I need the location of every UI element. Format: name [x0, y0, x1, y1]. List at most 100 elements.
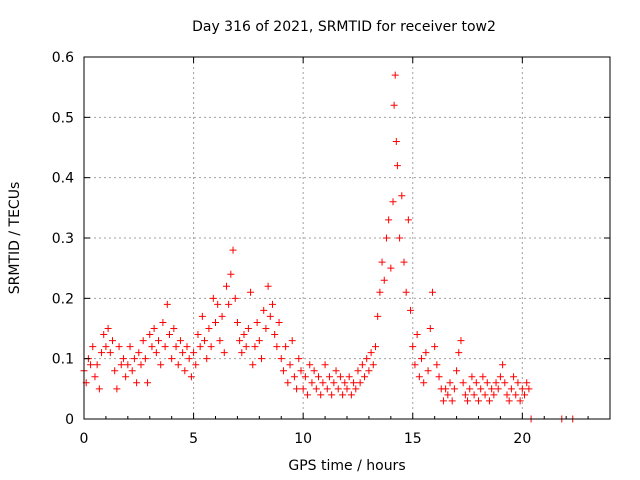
data-point — [523, 379, 531, 387]
data-point — [308, 379, 316, 387]
data-point — [477, 385, 485, 393]
data-point — [170, 325, 178, 332]
data-point — [253, 318, 261, 326]
data-point — [328, 391, 336, 399]
data-point — [218, 312, 226, 320]
data-point — [264, 282, 272, 290]
data-point — [117, 361, 125, 369]
data-point — [390, 101, 398, 109]
data-point — [135, 349, 143, 357]
data-point — [119, 355, 127, 363]
data-point — [293, 385, 301, 393]
y-tick-label: 0.5 — [52, 110, 74, 126]
data-point — [352, 385, 360, 393]
data-point — [385, 216, 393, 224]
data-point — [367, 349, 375, 357]
data-point — [442, 385, 450, 393]
data-point — [378, 258, 386, 266]
y-axis-title: SRMTID / TECUs — [7, 182, 23, 295]
data-point — [363, 355, 371, 363]
data-point — [201, 337, 209, 345]
x-tick-label: 20 — [513, 431, 531, 447]
data-point — [161, 343, 169, 351]
data-point — [310, 367, 318, 375]
data-point — [183, 343, 191, 351]
data-point — [95, 385, 103, 393]
data-point — [157, 361, 165, 369]
data-point — [144, 379, 152, 387]
data-point — [470, 391, 478, 399]
y-tick-label: 0.6 — [52, 50, 74, 66]
data-point — [181, 367, 189, 375]
data-point — [306, 361, 314, 369]
data-point — [255, 337, 263, 345]
data-point — [428, 288, 436, 296]
data-point — [332, 367, 340, 375]
data-point — [426, 325, 434, 332]
data-point — [124, 361, 132, 369]
data-point — [146, 331, 154, 339]
data-point — [341, 379, 349, 387]
data-point — [203, 355, 211, 363]
data-point — [192, 361, 200, 369]
data-point — [496, 373, 504, 381]
data-point — [240, 331, 248, 339]
data-point — [212, 318, 219, 326]
data-point — [369, 361, 377, 369]
data-point — [236, 337, 244, 345]
data-point — [503, 391, 511, 399]
y-axis-ticks: 0 0.1 0.2 0.3 0.4 0.5 0.6 — [52, 50, 610, 428]
data-point — [512, 391, 520, 399]
data-point — [104, 325, 112, 332]
data-point — [514, 379, 522, 387]
data-point — [424, 367, 432, 375]
data-point — [258, 355, 266, 363]
data-point — [415, 373, 423, 381]
data-point — [505, 397, 513, 405]
data-point — [444, 391, 452, 399]
data-point — [361, 373, 369, 381]
data-point — [492, 379, 500, 387]
data-point — [325, 373, 333, 381]
data-point — [387, 264, 395, 272]
x-axis-ticks: 0 5 10 15 20 — [80, 57, 589, 447]
data-point — [222, 282, 230, 290]
data-point — [176, 337, 184, 345]
data-point — [282, 343, 290, 351]
data-point — [420, 379, 428, 387]
data-point — [315, 373, 323, 381]
data-point — [231, 294, 239, 302]
data-point — [198, 312, 206, 320]
data-point — [343, 385, 351, 393]
data-point — [115, 343, 123, 351]
data-point — [481, 391, 489, 399]
data-point — [249, 361, 257, 369]
data-point — [108, 337, 116, 345]
data-point — [398, 192, 406, 200]
data-point — [488, 385, 496, 393]
data-point — [271, 331, 279, 339]
data-point — [518, 385, 526, 393]
data-point — [225, 300, 233, 308]
data-point — [295, 355, 303, 363]
data-point — [418, 355, 426, 363]
data-point — [238, 349, 246, 357]
data-point — [435, 373, 443, 381]
data-point — [391, 71, 399, 79]
data-point — [507, 385, 515, 393]
data-point — [402, 288, 410, 296]
data-point — [365, 367, 373, 375]
data-point — [409, 343, 417, 351]
data-point — [172, 343, 180, 351]
data-point — [93, 361, 101, 369]
data-point — [205, 325, 213, 332]
data-point — [227, 270, 235, 278]
data-point — [485, 397, 493, 405]
data-point — [277, 355, 285, 363]
data-point — [389, 198, 397, 206]
grid-lines — [84, 57, 610, 419]
data-point — [128, 367, 136, 375]
data-point — [284, 379, 292, 387]
data-point — [179, 349, 187, 357]
data-point — [330, 379, 338, 387]
